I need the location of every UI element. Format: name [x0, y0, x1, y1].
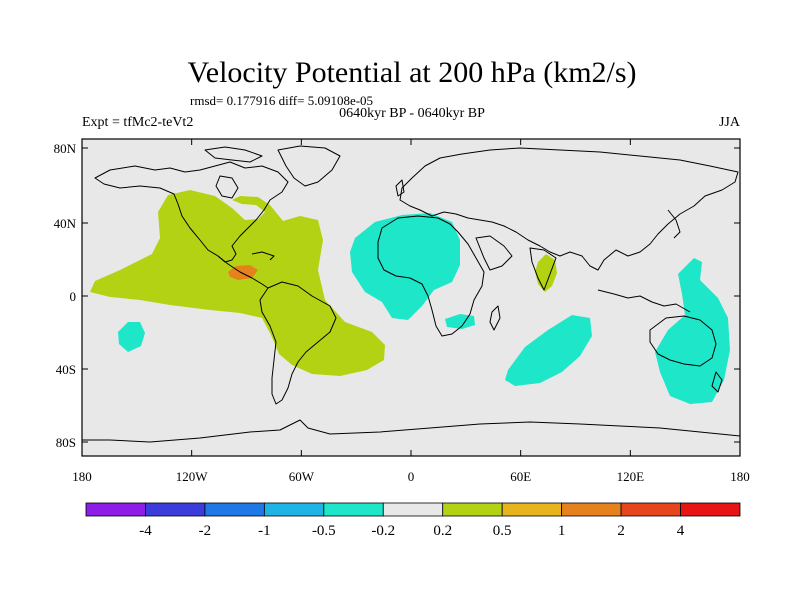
colorbar-swatch	[85, 502, 146, 517]
coast-eurasia	[399, 147, 739, 271]
lon-tick-label: 180	[730, 469, 750, 484]
coast-australia	[649, 315, 717, 367]
coast-indonesia	[597, 289, 691, 313]
lon-tick-label: 60W	[289, 469, 315, 484]
coast-arabia	[475, 235, 513, 271]
coastlines	[82, 145, 740, 443]
colorbar-label: -2	[199, 523, 212, 539]
coast-hudson-bay	[215, 175, 239, 199]
lat-tick-label: 80N	[54, 141, 77, 156]
colorbar-label: -0.2	[371, 523, 395, 539]
coast-arctic-islands	[204, 146, 263, 163]
coast-india	[529, 247, 557, 291]
colorbar-label: -1	[258, 523, 271, 539]
colorbar-swatch	[501, 502, 563, 517]
colorbar-swatch	[323, 502, 384, 517]
colorbar-label: 0.2	[433, 523, 452, 539]
colorbar-swatch	[263, 502, 325, 517]
lon-tick-label: 120E	[617, 469, 645, 484]
negative-region-africa	[350, 213, 460, 320]
coast-africa	[377, 215, 485, 337]
coast-greenland	[277, 145, 341, 187]
positive-region-americas	[90, 190, 385, 376]
map-title: Velocity Potential at 200 hPa (km2/s)	[187, 56, 636, 89]
colorbar-swatch	[620, 502, 681, 517]
colorbar-label: 4	[677, 523, 685, 539]
colorbar-swatch	[382, 502, 444, 517]
lat-tick-label: 40S	[56, 362, 76, 377]
colorbar-label: -4	[139, 523, 152, 539]
lon-tick-label: 120W	[176, 469, 209, 484]
colorbar-swatch	[561, 502, 622, 517]
longitude-axis: 180 120W 60W 0 60E 120E 180	[72, 139, 750, 484]
lon-tick-label: 60E	[510, 469, 531, 484]
latitude-axis: 80N 40N 0 40S 80S	[54, 141, 740, 450]
colorbar-swatch	[442, 502, 503, 517]
lat-tick-label: 0	[70, 289, 77, 304]
colorbar-label: 0.5	[493, 523, 512, 539]
colorbar-swatch	[204, 502, 265, 517]
period-line: 0640kyr BP - 0640kyr BP	[339, 106, 485, 121]
lat-tick-label: 80S	[56, 435, 76, 450]
colorbar-label: 2	[617, 523, 625, 539]
colorbar-swatch	[680, 502, 741, 517]
colorbar-swatch	[145, 502, 206, 517]
season-label: JJA	[719, 115, 741, 130]
coast-japan	[667, 209, 681, 239]
stats-line: rmsd= 0.177916 diff= 5.09108e-05	[190, 93, 373, 108]
lat-tick-label: 40N	[54, 216, 77, 231]
lon-tick-label: 0	[408, 469, 415, 484]
coast-south-america	[259, 281, 337, 405]
coast-madagascar	[489, 305, 501, 331]
contour-fills	[82, 145, 740, 443]
colorbar-label: 1	[558, 523, 566, 539]
negative-region-australia	[655, 258, 730, 404]
colorbar-label: -0.5	[312, 523, 336, 539]
coast-new-zealand	[711, 371, 723, 393]
lon-tick-label: 180	[72, 469, 92, 484]
negative-region-indian-ocean	[505, 315, 592, 386]
coast-north-america	[94, 161, 289, 263]
coast-british-isles	[395, 179, 405, 197]
colorbar: -4 -2 -1 -0.5 -0.2 0.2 0.5 1 2 4	[85, 502, 741, 539]
coast-caribbean	[251, 251, 275, 261]
negative-region-south-pacific	[118, 322, 145, 352]
coast-central-america	[217, 255, 269, 289]
experiment-label: Expt = tfMc2-teVt2	[82, 115, 193, 130]
coast-antarctica	[82, 419, 740, 443]
